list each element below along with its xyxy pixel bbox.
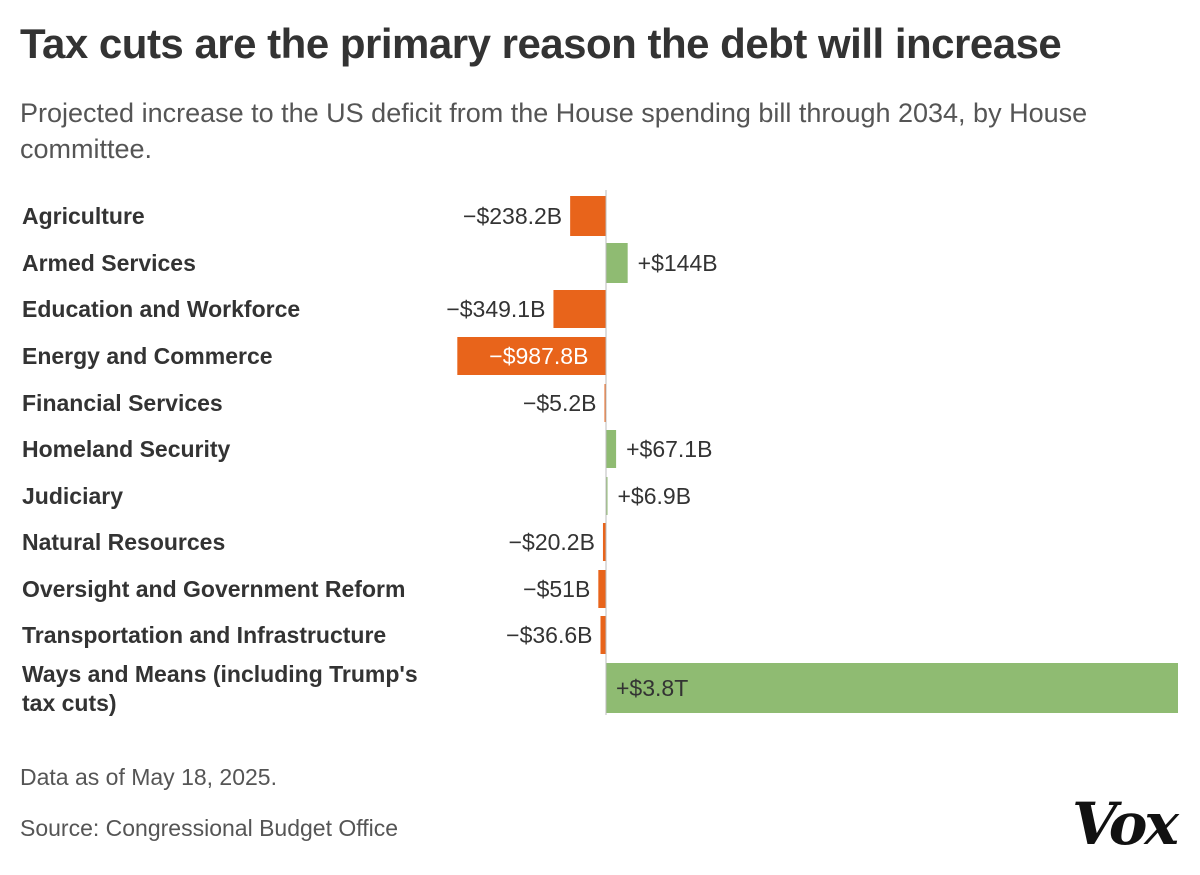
bar (600, 616, 606, 654)
bar (606, 430, 617, 468)
bar (606, 477, 608, 515)
bar (570, 196, 606, 236)
value-label: +$6.9B (618, 483, 692, 509)
value-label: −$36.6B (506, 622, 592, 648)
value-label: −$349.1B (446, 296, 545, 322)
chart-title: Tax cuts are the primary reason the debt… (20, 20, 1062, 67)
bar-chart: Agriculture −$238.2B Armed Services +$144B E… (22, 190, 1178, 716)
bar (457, 337, 606, 375)
category-label: Oversight and Government Reform (22, 576, 405, 602)
data-date-note: Data as of May 18, 2025. (20, 764, 277, 790)
category-label: Ways and Means (including Trump's tax cut… (22, 661, 418, 716)
category-label: Homeland Security (22, 436, 231, 462)
vox-logo: Vox (1072, 790, 1179, 858)
category-label: Agriculture (22, 203, 145, 229)
bar (602, 523, 606, 561)
category-label: Energy and Commerce (22, 343, 273, 369)
bar (606, 663, 1178, 713)
source-note: Source: Congressional Budget Office (20, 815, 399, 841)
category-label: Financial Services (22, 390, 223, 416)
bar (553, 290, 606, 328)
value-label: −$987.8B (489, 343, 588, 369)
value-label: −$238.2B (463, 203, 562, 229)
value-label: −$51B (523, 576, 590, 602)
value-label: +$3.8T (616, 675, 688, 701)
chart-subtitle: Projected increase to the US deficit fro… (20, 98, 1088, 164)
value-label: +$67.1B (626, 436, 712, 462)
value-label: −$5.2B (523, 390, 597, 416)
bar (604, 384, 606, 422)
category-label: Education and Workforce (22, 296, 300, 322)
category-label: Natural Resources (22, 529, 225, 555)
category-label: Armed Services (22, 250, 196, 276)
bar (598, 570, 606, 608)
bar (606, 243, 628, 283)
category-label: Transportation and Infrastructure (22, 622, 386, 648)
value-label: +$144B (638, 250, 718, 276)
value-label: −$20.2B (509, 529, 595, 555)
category-label: Judiciary (22, 483, 123, 509)
